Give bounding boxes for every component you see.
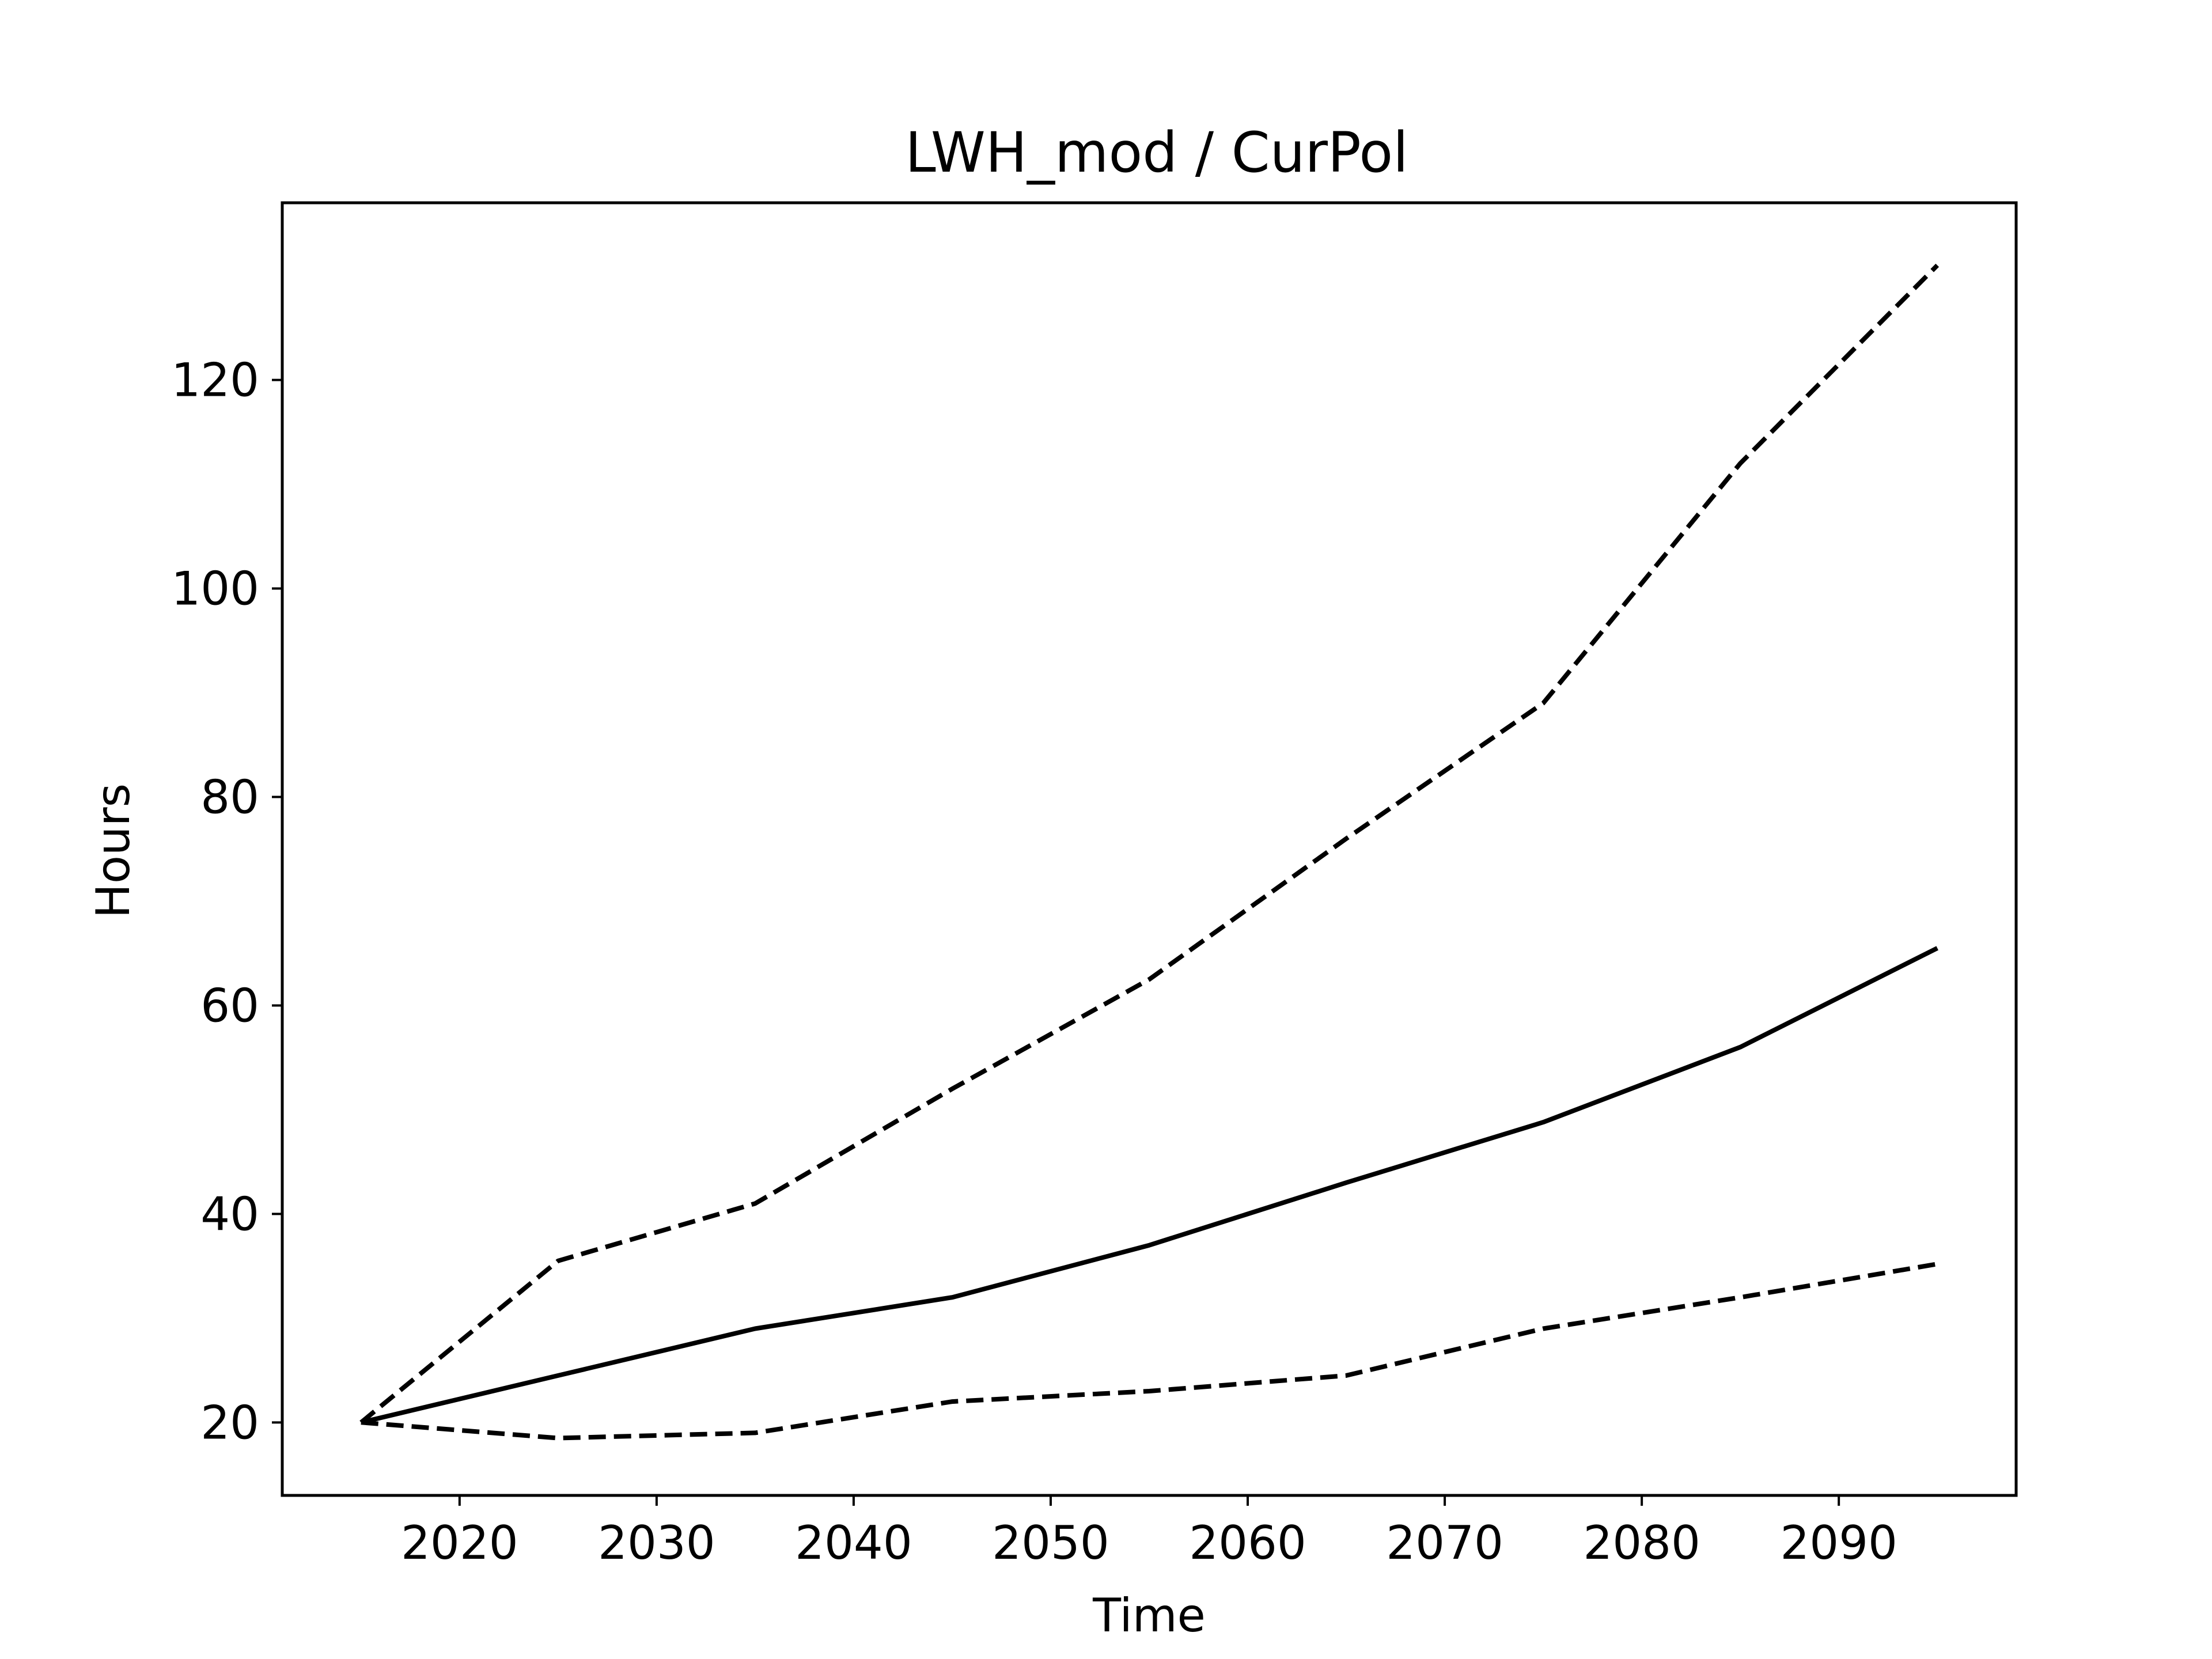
y-tick-label: 80 [200, 771, 259, 824]
x-axis-title: Time [1092, 1589, 1206, 1642]
y-axis-title: Hours [86, 783, 140, 918]
x-tick-label: 2060 [1189, 1516, 1306, 1570]
x-tick-label: 2090 [1780, 1516, 1897, 1570]
y-tick-label: 60 [200, 979, 259, 1032]
y-tick-label: 20 [200, 1396, 259, 1449]
y-tick-label: 120 [171, 354, 259, 407]
plot-area-frame [281, 201, 2018, 1497]
series-line-1-solid [360, 946, 1938, 1425]
y-tick-label: 100 [171, 562, 259, 616]
chart-title: LWH_mod / CurPol [905, 120, 1408, 185]
x-tick-label: 2070 [1386, 1516, 1503, 1570]
series-line-3-dashed [361, 1262, 1938, 1441]
x-tick-label: 2040 [795, 1516, 912, 1570]
series-line-2-dashed [359, 263, 1940, 1425]
x-tick-label: 2080 [1583, 1516, 1700, 1570]
x-axis: 2020 2030 2040 2050 2060 2070 2080 2090 [401, 1495, 1897, 1570]
y-axis: 20 40 60 80 100 120 [171, 354, 282, 1449]
x-tick-label: 2050 [992, 1516, 1109, 1570]
x-tick-label: 2030 [598, 1516, 715, 1570]
x-tick-label: 2020 [401, 1516, 518, 1570]
y-tick-label: 40 [200, 1187, 259, 1241]
series-layer [359, 263, 1940, 1441]
